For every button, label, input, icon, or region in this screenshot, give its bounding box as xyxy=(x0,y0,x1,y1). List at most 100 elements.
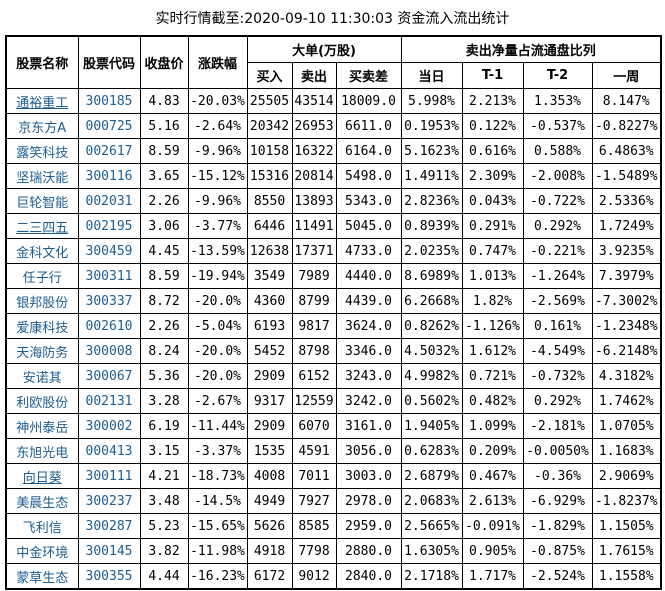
stock-name-link[interactable]: 利欧股份 xyxy=(5,388,79,414)
stock-name-link[interactable]: 二三四五 xyxy=(5,213,79,239)
stock-name-link[interactable]: 金科文化 xyxy=(5,238,79,264)
col-header-change-pct: 涨跌幅 xyxy=(187,35,248,89)
pct-today: 0.6283% xyxy=(400,438,463,464)
pct-today: 1.6305% xyxy=(400,538,463,564)
stock-code-link[interactable]: 300002 xyxy=(77,413,141,439)
stock-code-link[interactable]: 002031 xyxy=(77,188,141,214)
pct-t1: 1.099% xyxy=(461,413,524,439)
stock-name-link[interactable]: 银邦股份 xyxy=(5,288,79,314)
pct-t1: 2.613% xyxy=(461,488,524,514)
stock-code-link[interactable]: 300311 xyxy=(77,263,141,289)
pct-week: 1.1558% xyxy=(591,563,662,590)
buy-sell-diff: 18009.0 xyxy=(335,88,402,114)
pct-week: 2.5336% xyxy=(591,188,662,214)
stock-code-link[interactable]: 300287 xyxy=(77,513,141,539)
sell-volume: 9817 xyxy=(291,313,337,339)
col-header-t2: T-2 xyxy=(522,62,593,89)
close-price: 5.36 xyxy=(139,363,189,389)
sell-volume: 6152 xyxy=(291,363,337,389)
table-row: 巨轮智能 002031 2.26 -9.96% 8550 13893 5343.0 2.823… xyxy=(5,188,662,214)
pct-today: 2.5665% xyxy=(400,513,463,539)
table-row: 二三四五 002195 3.06 -3.77% 6446 11491 5045.0 0.893… xyxy=(5,213,662,239)
sell-volume: 8799 xyxy=(291,288,337,314)
buy-volume: 2909 xyxy=(246,413,293,439)
pct-t2: -2.569% xyxy=(522,288,593,314)
table-row: 飞利信 300287 5.23 -15.65% 5626 8585 2959.0 2.5665… xyxy=(5,513,662,539)
stock-name-link[interactable]: 神州泰岳 xyxy=(5,413,79,439)
pct-t1: 0.905% xyxy=(461,538,524,564)
stock-name-link[interactable]: 中金环境 xyxy=(5,538,79,564)
buy-volume: 9317 xyxy=(246,388,293,414)
stock-name-link[interactable]: 任子行 xyxy=(5,263,79,289)
close-price: 3.06 xyxy=(139,213,189,239)
stock-code-link[interactable]: 300067 xyxy=(77,363,141,389)
buy-volume: 6193 xyxy=(246,313,293,339)
stock-code-link[interactable]: 300355 xyxy=(77,563,141,590)
stock-name-link[interactable]: 通裕重工 xyxy=(5,88,79,114)
change-pct: -20.0% xyxy=(187,338,248,364)
stock-name-link[interactable]: 坚瑞沃能 xyxy=(5,163,79,189)
stock-code-link[interactable]: 000413 xyxy=(77,438,141,464)
pct-t2: -4.549% xyxy=(522,338,593,364)
stock-name-link[interactable]: 露笑科技 xyxy=(5,138,79,164)
stock-code-link[interactable]: 000725 xyxy=(77,113,141,139)
pct-today: 0.5602% xyxy=(400,388,463,414)
sell-volume: 12559 xyxy=(291,388,337,414)
stock-code-link[interactable]: 300145 xyxy=(77,538,141,564)
pct-today: 1.4911% xyxy=(400,163,463,189)
close-price: 8.59 xyxy=(139,138,189,164)
header-row-1: 股票名称 股票代码 收盘价 涨跌幅 大单(万股) 卖出净量占流通盘比列 xyxy=(5,35,662,89)
stock-code-link[interactable]: 300185 xyxy=(77,88,141,114)
col-header-t1: T-1 xyxy=(461,62,524,89)
stock-name-link[interactable]: 飞利信 xyxy=(5,513,79,539)
pct-t1: -0.091% xyxy=(461,513,524,539)
pct-week: -1.2348% xyxy=(591,313,662,339)
buy-volume: 6172 xyxy=(246,563,293,590)
pct-t2: -2.524% xyxy=(522,563,593,590)
pct-t2: -1.829% xyxy=(522,513,593,539)
stock-name-link[interactable]: 东旭光电 xyxy=(5,438,79,464)
stock-code-link[interactable]: 002131 xyxy=(77,388,141,414)
buy-volume: 15316 xyxy=(246,163,293,189)
stock-code-link[interactable]: 002617 xyxy=(77,138,141,164)
pct-today: 6.2668% xyxy=(400,288,463,314)
close-price: 3.65 xyxy=(139,163,189,189)
buy-volume: 8550 xyxy=(246,188,293,214)
close-price: 3.15 xyxy=(139,438,189,464)
buy-sell-diff: 5343.0 xyxy=(335,188,402,214)
stock-code-link[interactable]: 300008 xyxy=(77,338,141,364)
stock-name-link[interactable]: 京东方A xyxy=(5,113,79,139)
pct-today: 5.1623% xyxy=(400,138,463,164)
close-price: 8.59 xyxy=(139,263,189,289)
stock-name-link[interactable]: 安诺其 xyxy=(5,363,79,389)
stock-name-link[interactable]: 蒙草生态 xyxy=(5,563,79,590)
stock-code-link[interactable]: 300337 xyxy=(77,288,141,314)
buy-volume: 3549 xyxy=(246,263,293,289)
stock-name-link[interactable]: 爱康科技 xyxy=(5,313,79,339)
stock-code-link[interactable]: 300459 xyxy=(77,238,141,264)
stock-name-link[interactable]: 天海防务 xyxy=(5,338,79,364)
close-price: 8.24 xyxy=(139,338,189,364)
buy-sell-diff: 2880.0 xyxy=(335,538,402,564)
stock-code-link[interactable]: 002610 xyxy=(77,313,141,339)
buy-sell-diff: 5045.0 xyxy=(335,213,402,239)
stock-code-link[interactable]: 300237 xyxy=(77,488,141,514)
col-header-diff: 买卖差 xyxy=(335,62,402,89)
table-row: 爱康科技 002610 2.26 -5.04% 6193 9817 3624.0 0.8262… xyxy=(5,313,662,339)
table-row: 神州泰岳 300002 6.19 -11.44% 2909 6070 3161.0 1.940… xyxy=(5,413,662,439)
buy-sell-diff: 6611.0 xyxy=(335,113,402,139)
change-pct: -3.37% xyxy=(187,438,248,464)
stock-code-link[interactable]: 300116 xyxy=(77,163,141,189)
buy-volume: 2909 xyxy=(246,363,293,389)
sell-volume: 7989 xyxy=(291,263,337,289)
header-row-2: 买入 卖出 买卖差 当日 T-1 T-2 一周 xyxy=(6,62,662,89)
stock-name-link[interactable]: 向日葵 xyxy=(5,463,79,489)
pct-t2: -1.264% xyxy=(522,263,593,289)
stock-name-link[interactable]: 美晨生态 xyxy=(5,488,79,514)
stock-code-link[interactable]: 002195 xyxy=(77,213,141,239)
sell-volume: 8585 xyxy=(291,513,337,539)
buy-sell-diff: 6164.0 xyxy=(335,138,402,164)
stock-code-link[interactable]: 300111 xyxy=(77,463,141,489)
stock-name-link[interactable]: 巨轮智能 xyxy=(5,188,79,214)
table-row: 金科文化 300459 4.45 -13.59% 12638 17371 4733.0 2.0… xyxy=(5,238,662,264)
